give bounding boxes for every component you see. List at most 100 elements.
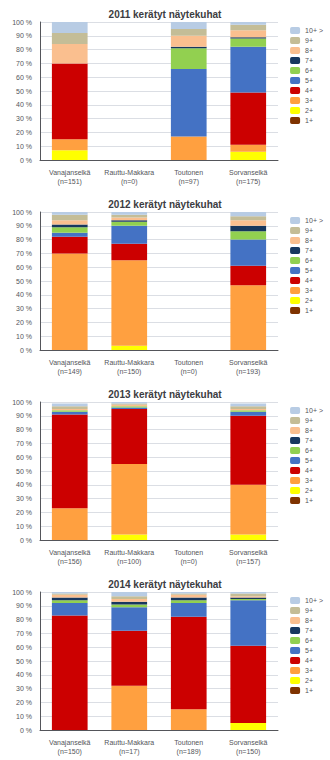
svg-text:(n=100): (n=100) (117, 558, 141, 566)
svg-text:10+ >: 10+ > (305, 407, 323, 414)
svg-text:2+: 2+ (305, 107, 313, 114)
svg-text:20 %: 20 % (16, 509, 32, 516)
svg-text:2011 kerätyt näytekuhat: 2011 kerätyt näytekuhat (109, 9, 223, 20)
svg-text:(n=156): (n=156) (58, 558, 82, 566)
svg-text:100 %: 100 % (12, 209, 32, 216)
svg-text:Rauttu-Makkara: Rauttu-Makkara (104, 739, 154, 746)
svg-text:5+: 5+ (305, 77, 313, 84)
svg-text:2012 kerätyt näytekuhat: 2012 kerätyt näytekuhat (108, 199, 222, 210)
svg-text:0 %: 0 % (20, 157, 32, 164)
svg-text:60 %: 60 % (16, 74, 32, 81)
svg-text:20 %: 20 % (16, 129, 32, 136)
svg-text:1+: 1+ (305, 687, 313, 694)
svg-text:(n=149): (n=149) (58, 368, 82, 376)
svg-text:8+: 8+ (305, 617, 313, 624)
svg-text:80 %: 80 % (16, 426, 32, 433)
svg-text:6+: 6+ (305, 67, 313, 74)
svg-text:Vanajanselkä: Vanajanselkä (49, 359, 91, 367)
svg-text:80 %: 80 % (16, 236, 32, 243)
svg-text:9+: 9+ (305, 37, 313, 44)
svg-text:6+: 6+ (305, 257, 313, 264)
svg-text:9+: 9+ (305, 417, 313, 424)
svg-text:10 %: 10 % (16, 333, 32, 340)
svg-text:(n=189): (n=189) (177, 748, 201, 756)
svg-text:90 %: 90 % (16, 412, 32, 419)
svg-text:(n=97): (n=97) (179, 178, 199, 186)
svg-text:5+: 5+ (305, 457, 313, 464)
svg-text:3+: 3+ (305, 97, 313, 104)
svg-text:2013 kerätyt näytekuhat: 2013 kerätyt näytekuhat (108, 389, 222, 400)
svg-text:6+: 6+ (305, 447, 313, 454)
svg-text:Rauttu-Makkara: Rauttu-Makkara (104, 169, 154, 176)
svg-text:Sorvanselkä: Sorvanselkä (229, 359, 268, 366)
svg-text:6+: 6+ (305, 637, 313, 644)
svg-text:1+: 1+ (305, 307, 313, 314)
svg-text:8+: 8+ (305, 237, 313, 244)
svg-text:(n=150): (n=150) (117, 368, 141, 376)
svg-text:50 %: 50 % (16, 88, 32, 95)
svg-text:5+: 5+ (305, 267, 313, 274)
svg-text:8+: 8+ (305, 47, 313, 54)
svg-text:40 %: 40 % (16, 671, 32, 678)
svg-text:20 %: 20 % (16, 319, 32, 326)
svg-text:40 %: 40 % (16, 481, 32, 488)
svg-text:7+: 7+ (305, 437, 313, 444)
svg-text:10 %: 10 % (16, 143, 32, 150)
svg-text:70 %: 70 % (16, 630, 32, 637)
svg-text:4+: 4+ (305, 87, 313, 94)
svg-text:Rauttu-Makkara: Rauttu-Makkara (104, 359, 154, 366)
svg-text:Rauttu-Makkara: Rauttu-Makkara (104, 549, 154, 556)
svg-text:0 %: 0 % (20, 347, 32, 354)
svg-text:10 %: 10 % (16, 713, 32, 720)
svg-text:Vanajanselkä: Vanajanselkä (49, 549, 91, 557)
svg-text:10+ >: 10+ > (305, 217, 323, 224)
svg-text:10 %: 10 % (16, 523, 32, 530)
svg-text:50 %: 50 % (16, 468, 32, 475)
svg-text:4+: 4+ (305, 277, 313, 284)
svg-text:2014 kerätyt näytekuhat: 2014 kerätyt näytekuhat (108, 579, 222, 590)
svg-text:40 %: 40 % (16, 101, 32, 108)
svg-text:50 %: 50 % (16, 278, 32, 285)
svg-text:5+: 5+ (305, 647, 313, 654)
svg-text:(n=151): (n=151) (58, 178, 82, 186)
svg-text:3+: 3+ (305, 287, 313, 294)
svg-text:Toutonen: Toutonen (174, 169, 203, 176)
svg-text:30 %: 30 % (16, 685, 32, 692)
svg-text:Toutonen: Toutonen (174, 359, 203, 366)
svg-text:7+: 7+ (305, 627, 313, 634)
svg-text:(n=150): (n=150) (58, 748, 82, 756)
svg-text:20 %: 20 % (16, 699, 32, 706)
svg-text:(n=0): (n=0) (180, 368, 197, 376)
svg-text:60 %: 60 % (16, 644, 32, 651)
svg-text:100 %: 100 % (12, 399, 32, 406)
svg-text:90 %: 90 % (16, 602, 32, 609)
svg-text:9+: 9+ (305, 607, 313, 614)
svg-text:(n=150): (n=150) (236, 748, 260, 756)
svg-text:70 %: 70 % (16, 440, 32, 447)
svg-text:60 %: 60 % (16, 454, 32, 461)
svg-text:90 %: 90 % (16, 222, 32, 229)
svg-text:7+: 7+ (305, 247, 313, 254)
svg-text:70 %: 70 % (16, 60, 32, 67)
svg-text:(n=175): (n=175) (236, 178, 260, 186)
svg-text:10+ >: 10+ > (305, 597, 323, 604)
svg-text:60 %: 60 % (16, 264, 32, 271)
svg-text:Vanajanselkä: Vanajanselkä (49, 739, 91, 747)
svg-text:0 %: 0 % (20, 537, 32, 544)
svg-text:30 %: 30 % (16, 495, 32, 502)
svg-text:70 %: 70 % (16, 250, 32, 257)
svg-text:30 %: 30 % (16, 115, 32, 122)
svg-text:8+: 8+ (305, 427, 313, 434)
svg-text:Sorvanselkä: Sorvanselkä (229, 169, 268, 176)
svg-text:2+: 2+ (305, 677, 313, 684)
svg-text:Toutonen: Toutonen (174, 549, 203, 556)
svg-text:4+: 4+ (305, 467, 313, 474)
svg-text:3+: 3+ (305, 667, 313, 674)
svg-text:(n=193): (n=193) (236, 368, 260, 376)
svg-text:2+: 2+ (305, 487, 313, 494)
svg-text:2+: 2+ (305, 297, 313, 304)
svg-text:(n=0): (n=0) (121, 178, 138, 186)
svg-text:0 %: 0 % (20, 727, 32, 734)
svg-text:(n=17): (n=17) (119, 748, 139, 756)
svg-text:1+: 1+ (305, 497, 313, 504)
